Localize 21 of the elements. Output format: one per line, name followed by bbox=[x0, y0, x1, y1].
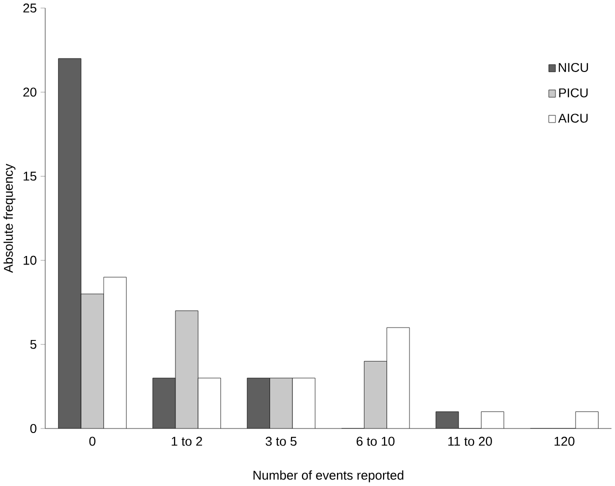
y-tick-label: 25 bbox=[23, 4, 36, 13]
y-tick-label: 0 bbox=[30, 424, 36, 434]
legend-label: NICU bbox=[558, 63, 588, 72]
x-tick-label: 120 bbox=[554, 436, 574, 446]
bar bbox=[270, 378, 292, 429]
y-tick-label: 10 bbox=[24, 256, 36, 265]
bar bbox=[364, 361, 387, 429]
legend-label: PICU bbox=[559, 88, 588, 98]
x-tick-label: 3 to 5 bbox=[266, 436, 297, 446]
y-tick-label: 5 bbox=[30, 340, 36, 349]
x-tick-label: 6 to 10 bbox=[356, 436, 394, 446]
y-tick-label: 20 bbox=[23, 88, 36, 97]
bar bbox=[175, 310, 198, 429]
x-tick-label: 0 bbox=[89, 436, 96, 446]
y-tick-label: 15 bbox=[24, 172, 36, 181]
y-axis-title: Absolute frequency bbox=[4, 164, 16, 273]
legend-label: AICU bbox=[558, 114, 588, 123]
bar bbox=[81, 294, 104, 429]
x-tick-label: 11 to 20 bbox=[448, 436, 492, 446]
x-axis-title: Number of events reported bbox=[254, 470, 404, 482]
x-tick-label: 1 to 2 bbox=[172, 436, 202, 446]
